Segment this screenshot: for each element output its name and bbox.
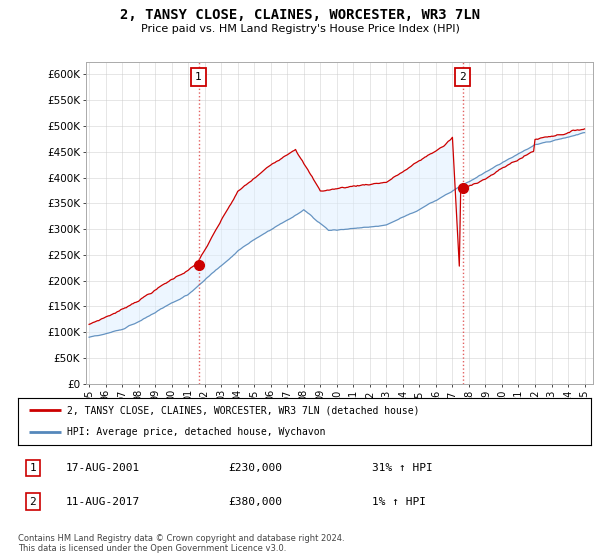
Text: £380,000: £380,000 (228, 497, 282, 507)
Text: 11-AUG-2017: 11-AUG-2017 (66, 497, 140, 507)
Text: 17-AUG-2001: 17-AUG-2001 (66, 463, 140, 473)
Text: Price paid vs. HM Land Registry's House Price Index (HPI): Price paid vs. HM Land Registry's House … (140, 24, 460, 34)
Text: 2, TANSY CLOSE, CLAINES, WORCESTER, WR3 7LN (detached house): 2, TANSY CLOSE, CLAINES, WORCESTER, WR3 … (67, 405, 419, 416)
Text: 1% ↑ HPI: 1% ↑ HPI (372, 497, 426, 507)
Text: 2, TANSY CLOSE, CLAINES, WORCESTER, WR3 7LN: 2, TANSY CLOSE, CLAINES, WORCESTER, WR3 … (120, 8, 480, 22)
Text: 2: 2 (460, 72, 466, 82)
Text: £230,000: £230,000 (228, 463, 282, 473)
Text: Contains HM Land Registry data © Crown copyright and database right 2024.
This d: Contains HM Land Registry data © Crown c… (18, 534, 344, 553)
Text: 1: 1 (195, 72, 202, 82)
Text: 31% ↑ HPI: 31% ↑ HPI (372, 463, 433, 473)
Text: HPI: Average price, detached house, Wychavon: HPI: Average price, detached house, Wych… (67, 427, 325, 437)
Text: 1: 1 (29, 463, 37, 473)
Text: 2: 2 (29, 497, 37, 507)
